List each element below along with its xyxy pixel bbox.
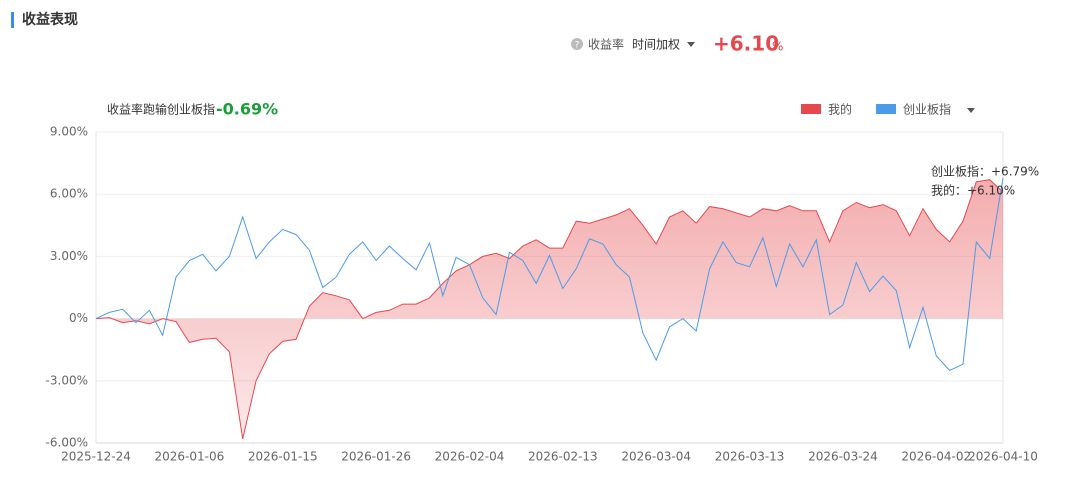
metric-label: 收益率 — [588, 37, 624, 52]
legend-label: 我的 — [828, 102, 852, 117]
return-unit: % — [772, 40, 783, 54]
dropdown-arrow[interactable] — [687, 42, 695, 47]
plot: 9.00% 6.00% 3.00% 0% -3.00% -6.00%2025-12-24 2… — [46, 102, 1040, 464]
method-dropdown[interactable]: 时间加权 — [632, 38, 680, 52]
y-tick-label: -3.00% — [46, 373, 88, 387]
help-icon-glyph: ? — [575, 41, 580, 51]
tooltip-text: 我的：+6.10% — [931, 183, 1015, 198]
annotation-value: -0.69% — [216, 100, 278, 119]
title-accent — [11, 12, 14, 28]
y-tick-label: 6.00% — [50, 187, 88, 201]
legend-label: 创业板指 — [903, 102, 951, 117]
x-tick-label: 2026-03-04 — [621, 450, 691, 464]
x-tick-label: 2026-01-26 — [341, 450, 411, 464]
x-tick-label: 2026-03-24 — [808, 450, 878, 464]
y-tick-label: 9.00% — [50, 125, 88, 139]
x-tick-label: 2026-04-10 — [968, 450, 1038, 464]
y-tick-label: 3.00% — [50, 249, 88, 263]
x-tick-label: 2026-02-13 — [528, 450, 598, 464]
tooltip-text: 创业板指：+6.79% — [931, 164, 1039, 179]
y-tick-label: 0% — [69, 311, 88, 325]
return-value: +6.10 — [713, 32, 779, 56]
section-title: 收益表现 — [22, 11, 78, 28]
legend-swatch — [876, 104, 896, 114]
area-fill — [96, 179, 1003, 439]
x-tick-label: 2026-01-06 — [154, 450, 224, 464]
legend-dropdown[interactable] — [967, 108, 975, 113]
x-tick-label: 2026-01-15 — [248, 450, 318, 464]
series-line — [95, 177, 1004, 372]
x-tick-label: 2025-12-24 — [61, 450, 131, 464]
help-icon[interactable] — [571, 38, 583, 50]
y-tick-label: -6.00% — [46, 436, 88, 450]
x-tick-label: 2026-03-13 — [715, 450, 785, 464]
legend-swatch — [801, 104, 821, 114]
annotation: 收益率跑输创业板指 — [107, 102, 215, 117]
series-line — [95, 179, 1004, 440]
x-tick-label: 2026-04-02 — [901, 450, 971, 464]
x-tick-label: 2026-02-04 — [435, 450, 505, 464]
